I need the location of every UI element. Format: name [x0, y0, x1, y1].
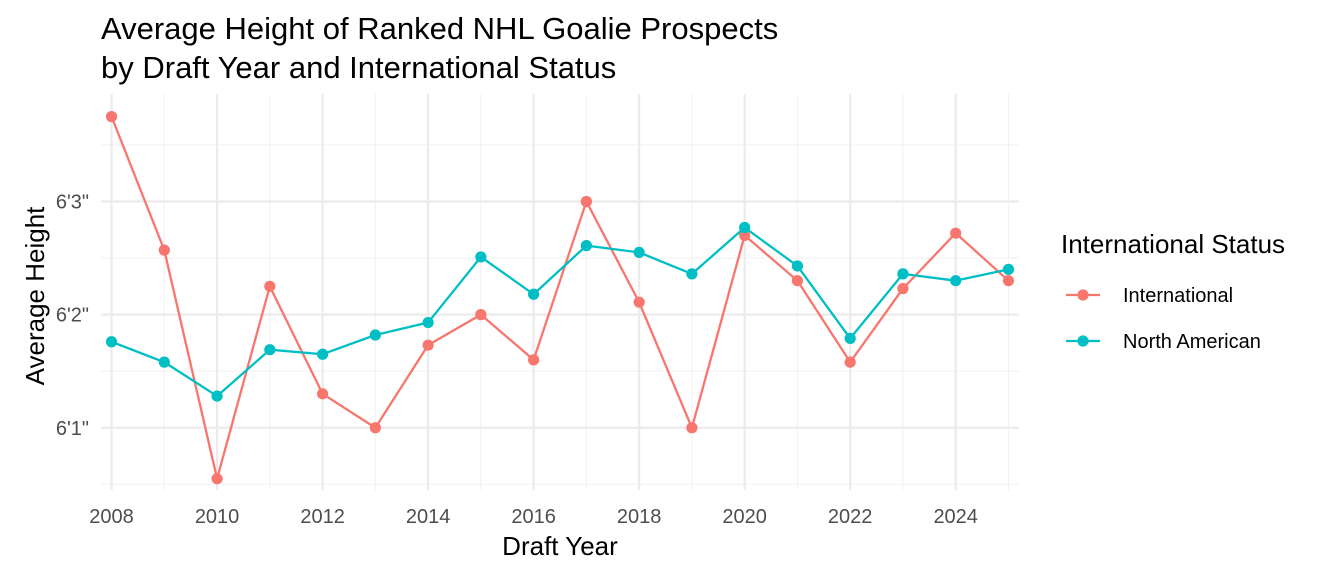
x-tick-label: 2008 [89, 506, 134, 528]
data-point-north-american [475, 251, 487, 263]
series-line-north-american [111, 226, 1009, 398]
x-tick-label: 2022 [828, 506, 873, 528]
data-point-north-american [791, 260, 804, 272]
data-point-north-american [1002, 263, 1015, 275]
data-point-international [844, 356, 856, 368]
x-axis-ticks: 2008 2010 2012 2014 2016 2018 2020 2022 2024 [89, 506, 978, 528]
data-point-international [422, 339, 434, 351]
x-tick-label: 2016 [511, 506, 556, 528]
data-point-international [950, 227, 962, 239]
data-point-international [1002, 275, 1015, 287]
data-point-international [897, 283, 909, 295]
data-point-north-american [316, 348, 329, 360]
y-axis-ticks: 6'1" 6'2" 6'3" [56, 191, 89, 439]
x-tick-label: 2012 [300, 506, 345, 528]
data-point-north-american [950, 275, 962, 287]
data-point-north-american [105, 336, 118, 348]
data-point-international [739, 229, 751, 242]
data-point-international [158, 244, 170, 256]
data-point-north-american [580, 240, 592, 252]
x-axis-title: Draft Year [502, 531, 618, 561]
series-international [105, 111, 1015, 485]
y-tick-label: 6'1" [56, 418, 89, 440]
data-point-international [369, 422, 381, 434]
x-tick-label: 2010 [195, 506, 240, 528]
data-point-north-american [633, 246, 645, 258]
data-point-north-american [686, 268, 698, 280]
legend-title: International Status [1061, 229, 1285, 259]
plot-grid [101, 94, 1019, 490]
data-point-north-american [211, 390, 223, 402]
data-point-north-american [739, 221, 751, 234]
data-point-international [686, 422, 698, 434]
legend-key-point [1077, 289, 1089, 301]
data-point-international [316, 388, 329, 400]
data-point-international [105, 111, 118, 123]
series-north-american [105, 221, 1015, 402]
data-point-north-american [844, 332, 856, 344]
chart-title-line-2: by Draft Year and International Status [101, 50, 616, 85]
legend: International Status International North … [1061, 229, 1285, 353]
x-tick-label: 2020 [722, 506, 767, 528]
legend-key-point [1077, 335, 1089, 347]
data-point-international [211, 473, 223, 485]
data-point-north-american [369, 329, 381, 341]
data-point-international [528, 354, 540, 366]
y-tick-label: 6'3" [56, 191, 89, 213]
data-point-international [633, 296, 645, 308]
data-point-north-american [264, 344, 276, 356]
legend-item-international: International [1066, 285, 1233, 307]
series-line-international [110, 116, 1010, 480]
x-tick-label: 2024 [933, 506, 978, 528]
y-tick-label: 6'2" [56, 305, 89, 327]
series-layer [105, 111, 1015, 485]
data-point-international [580, 195, 592, 208]
data-point-international [475, 309, 487, 321]
y-axis-title: Average Height [20, 206, 50, 386]
data-point-north-american [422, 316, 434, 329]
data-point-international [791, 275, 804, 287]
legend-label: International [1123, 285, 1233, 307]
data-point-north-american [528, 288, 540, 300]
data-point-north-american [897, 268, 909, 280]
legend-label: North American [1123, 331, 1261, 353]
legend-item-north-american: North American [1066, 331, 1261, 353]
x-tick-label: 2018 [617, 506, 662, 528]
chart-title-line-1: Average Height of Ranked NHL Goalie Pros… [101, 11, 778, 46]
x-tick-label: 2014 [406, 506, 451, 528]
legend-items: International North American [1066, 285, 1261, 353]
data-point-international [264, 280, 276, 292]
data-point-north-american [158, 356, 170, 368]
